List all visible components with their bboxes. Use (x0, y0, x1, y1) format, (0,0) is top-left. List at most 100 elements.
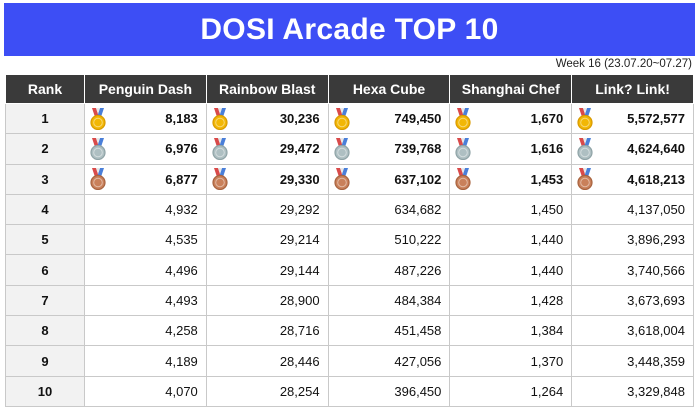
score-cell: 28,716 (205, 315, 329, 347)
score-cell: 6,976 (84, 133, 207, 165)
score-cell: 3,740,566 (571, 254, 694, 286)
silver-medal-icon (455, 137, 471, 160)
silver-medal-icon (333, 137, 350, 160)
score-value: 6,976 (165, 141, 198, 157)
column-header-penguin-dash: Penguin Dash (84, 74, 207, 104)
silver-medal-icon (577, 137, 593, 160)
gold-medal-icon (212, 107, 228, 130)
score-cell: 749,450 (327, 102, 451, 135)
table-row: 8 4,258 28,716 451,458 1,384 3,618,004 (5, 315, 694, 347)
score-cell: 1,370 (449, 345, 573, 377)
column-header-shanghai-chef: Shanghai Chef (449, 74, 573, 104)
column-header-hexa-cube: Hexa Cube (327, 74, 451, 104)
score-cell: 8,183 (84, 102, 207, 135)
score-value: 8,183 (165, 111, 198, 127)
score-cell: 1,264 (449, 375, 573, 407)
gold-medal-icon (90, 107, 106, 130)
score-cell: 4,932 (84, 193, 207, 226)
score-cell: 4,258 (84, 315, 207, 347)
score-cell: 3,448,359 (571, 345, 694, 377)
gold-medal-icon (455, 107, 471, 130)
leaderboard-table: Rank Penguin Dash Rainbow Blast Hexa Cub… (5, 74, 694, 407)
bronze-medal-icon (455, 168, 471, 191)
score-cell: 29,472 (205, 133, 329, 165)
score-value: 29,330 (279, 171, 320, 187)
rank-cell: 1 (5, 102, 85, 135)
rank-cell: 5 (5, 224, 85, 256)
score-cell: 4,189 (84, 345, 207, 377)
table-row: 9 4,189 28,446 427,056 1,370 3,448,359 (5, 345, 694, 377)
score-cell: 4,496 (84, 254, 207, 286)
bronze-medal-icon (212, 168, 228, 191)
score-cell: 634,682 (327, 193, 451, 226)
score-cell: 1,670 (449, 102, 573, 135)
rank-cell: 8 (5, 315, 85, 347)
score-value: 1,616 (530, 141, 564, 157)
rank-cell: 6 (5, 254, 85, 286)
score-cell: 487,226 (327, 254, 451, 286)
table-row: 2 6,976 29,472 739,768 1,616 4,624,640 (5, 133, 694, 165)
bronze-medal-icon (333, 168, 350, 191)
score-value: 1,453 (530, 171, 564, 187)
rank-cell: 9 (5, 345, 85, 377)
score-cell: 4,624,640 (571, 133, 694, 165)
score-value: 6,877 (165, 171, 198, 187)
score-cell: 5,572,577 (571, 102, 694, 135)
score-cell: 4,137,050 (571, 193, 694, 226)
rank-cell: 10 (5, 375, 85, 407)
score-cell: 1,616 (449, 133, 573, 165)
score-value: 749,450 (394, 111, 442, 127)
score-cell: 3,329,848 (571, 375, 694, 407)
score-cell: 28,446 (205, 345, 329, 377)
score-cell: 30,236 (205, 102, 329, 135)
score-cell: 3,673,693 (571, 284, 694, 317)
score-value: 30,236 (279, 111, 320, 127)
table-row: 3 6,877 29,330 637,102 1,453 4,618,213 (5, 163, 694, 195)
score-cell: 451,458 (327, 315, 451, 347)
score-cell: 29,214 (205, 224, 329, 256)
table-row: 5 4,535 29,214 510,222 1,440 3,896,293 (5, 224, 694, 256)
score-cell: 510,222 (327, 224, 451, 256)
score-value: 29,472 (279, 141, 320, 157)
score-cell: 1,440 (449, 224, 573, 256)
bronze-medal-icon (577, 168, 593, 191)
score-cell: 6,877 (84, 163, 207, 195)
score-cell: 1,450 (449, 193, 573, 226)
gold-medal-icon (333, 107, 350, 130)
score-cell: 3,618,004 (571, 315, 694, 347)
page-title: DOSI Arcade TOP 10 (200, 12, 499, 46)
rank-cell: 3 (5, 163, 85, 195)
score-cell: 427,056 (327, 345, 451, 377)
rank-cell: 2 (5, 133, 85, 165)
score-cell: 4,493 (84, 284, 207, 317)
title-banner: DOSI Arcade TOP 10 (4, 3, 695, 56)
score-cell: 3,896,293 (571, 224, 694, 256)
table-row: 10 4,070 28,254 396,450 1,264 3,329,848 (5, 375, 694, 407)
score-value: 637,102 (394, 171, 442, 187)
score-value: 739,768 (394, 141, 442, 157)
score-cell: 28,900 (205, 284, 329, 317)
score-cell: 1,428 (449, 284, 573, 317)
score-cell: 1,440 (449, 254, 573, 286)
column-header-rank: Rank (5, 74, 85, 104)
score-cell: 396,450 (327, 375, 451, 407)
score-cell: 4,618,213 (571, 163, 694, 195)
silver-medal-icon (212, 137, 228, 160)
silver-medal-icon (90, 137, 106, 160)
score-cell: 637,102 (327, 163, 451, 195)
column-header-rainbow-blast: Rainbow Blast (205, 74, 329, 104)
score-value: 1,670 (530, 111, 564, 127)
score-cell: 484,384 (327, 284, 451, 317)
table-row: 6 4,496 29,144 487,226 1,440 3,740,566 (5, 254, 694, 286)
rank-cell: 4 (5, 193, 85, 226)
table-row: 4 4,932 29,292 634,682 1,450 4,137,050 (5, 193, 694, 226)
score-value: 4,624,640 (627, 141, 685, 157)
score-cell: 28,254 (205, 375, 329, 407)
bronze-medal-icon (90, 168, 106, 191)
week-range-label: Week 16 (23.07.20~07.27) (555, 58, 692, 70)
header-row: Rank Penguin Dash Rainbow Blast Hexa Cub… (5, 74, 694, 104)
score-cell: 29,292 (205, 193, 329, 226)
score-cell: 1,453 (449, 163, 573, 195)
score-cell: 1,384 (449, 315, 573, 347)
score-cell: 29,330 (205, 163, 329, 195)
